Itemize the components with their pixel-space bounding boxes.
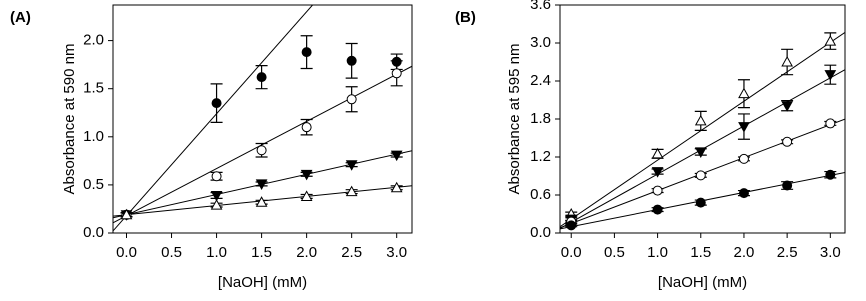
panel-label: (A) [10, 9, 31, 26]
marker [300, 169, 313, 181]
marker [346, 94, 357, 105]
x-tick-label: 0.5 [161, 244, 182, 261]
marker [301, 47, 312, 58]
marker [824, 35, 837, 46]
x-tick-label: 2.5 [341, 244, 362, 261]
x-tick-label: 1.5 [690, 244, 711, 261]
marker [738, 87, 750, 99]
marker [694, 147, 707, 158]
y-tick-label: 2.4 [530, 72, 551, 89]
panel: (B) [NaOH] (mM) Absorbance at 595 nm 0.0 0.6… [455, 0, 846, 291]
marker [391, 68, 402, 79]
x-tick-label: 2.0 [734, 244, 755, 261]
x-tick-label: 3.0 [386, 244, 407, 261]
panel-label: (B) [455, 9, 476, 26]
fit-line [113, 65, 412, 224]
x-tick-label: 1.0 [647, 244, 668, 261]
marker [738, 122, 750, 133]
marker [824, 70, 837, 81]
y-tick-label: 0.5 [83, 176, 104, 193]
marker [694, 114, 707, 126]
x-tick-label: 1.5 [251, 244, 272, 261]
y-tick-label: 0.0 [83, 224, 104, 241]
marker [301, 122, 312, 133]
y-tick-label: 0.6 [530, 186, 551, 203]
x-axis-title: [NaOH] (mM) [218, 274, 307, 291]
y-tick-label: 1.5 [83, 80, 104, 97]
marker [695, 197, 706, 208]
x-tick-label: 1.0 [206, 244, 227, 261]
plot-frame [112, 4, 413, 234]
marker [255, 196, 268, 207]
y-tick-label: 0.0 [530, 224, 551, 241]
marker [120, 208, 133, 220]
x-tick-label: 0.5 [604, 244, 625, 261]
y-tick-label: 3.6 [530, 0, 551, 13]
marker [256, 145, 267, 156]
marker [782, 180, 793, 191]
marker [390, 150, 403, 162]
marker [652, 185, 663, 196]
y-tick-label: 3.0 [530, 34, 551, 51]
fit-line [113, 5, 314, 232]
x-axis-title: [NaOH] (mM) [658, 274, 747, 291]
marker [210, 190, 223, 202]
marker [738, 188, 749, 199]
marker [211, 171, 222, 182]
marker [695, 170, 706, 181]
marker [652, 204, 663, 215]
marker [651, 147, 664, 159]
x-tick-label: 2.0 [296, 244, 317, 261]
marker [781, 55, 793, 67]
marker [210, 199, 223, 210]
y-tick-label: 1.0 [83, 128, 104, 145]
marker [825, 118, 836, 129]
marker [566, 220, 577, 231]
marker [346, 55, 357, 66]
panel: (A) [NaOH] (mM) Absorbance at 590 nm 0.0 0.5… [10, 4, 413, 291]
y-tick-label: 2.0 [83, 32, 104, 49]
y-tick-label: 1.8 [530, 110, 551, 127]
y-axis-title: Absorbance at 595 nm [506, 44, 523, 195]
marker [255, 179, 268, 190]
fit-line [560, 31, 845, 228]
x-tick-label: 0.0 [116, 244, 137, 261]
marker [781, 101, 793, 112]
marker [256, 72, 267, 83]
x-tick-label: 2.5 [777, 244, 798, 261]
marker [782, 136, 793, 147]
marker [738, 153, 749, 164]
x-tick-label: 0.0 [561, 244, 582, 261]
x-tick-label: 3.0 [820, 244, 841, 261]
y-tick-label: 1.2 [530, 148, 551, 165]
marker [390, 181, 403, 193]
y-axis-title: Absorbance at 590 nm [61, 44, 78, 195]
marker [345, 185, 358, 197]
marker [651, 167, 664, 178]
marker [211, 98, 222, 109]
marker [345, 160, 358, 171]
marker [825, 169, 836, 180]
marker [300, 190, 313, 201]
